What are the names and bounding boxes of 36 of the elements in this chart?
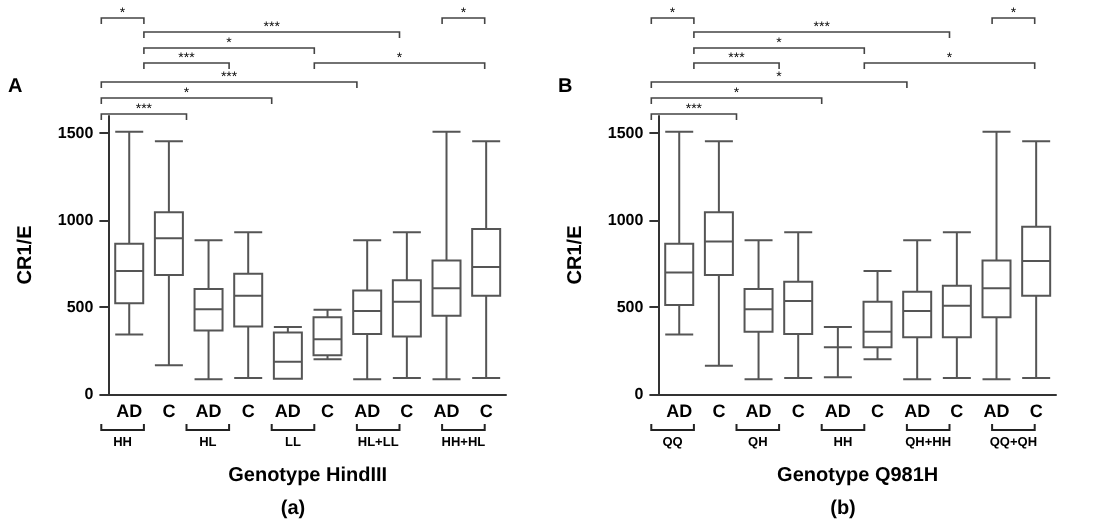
x-tick-label: C [712,401,727,421]
x-tick-label: C [400,401,415,421]
x-axis-title: Genotype HindIII [228,465,388,487]
x-tick-label: AD [904,401,932,421]
x-tick-label: AD [274,401,302,421]
x-tick-label: AD [354,401,382,421]
x-tick-label: AD [666,401,694,421]
text: (a) [280,498,306,520]
x-tick-label: C [241,401,256,421]
y-tick-label: 500 [66,298,95,317]
y-tick-label: 1000 [57,211,95,230]
y-tick-label: 1000 [607,211,645,230]
x-tick-label: AD [195,401,223,421]
y-axis-title: CR1/E [565,224,587,285]
y-axis-title: CR1/E [15,224,37,285]
y-tick-label: 0 [634,385,645,403]
x-tick-label: C [950,401,965,421]
x-tick-label: AD [824,401,852,421]
x-tick-label: C [1029,401,1044,421]
y-tick-label: 1500 [57,124,95,143]
x-tick-label: AD [745,401,773,421]
y-tick-label: 0 [84,385,95,403]
x-tick-label: C [162,401,177,421]
x-tick-label: AD [983,401,1011,421]
text: B [558,76,573,98]
text: A [8,76,23,98]
x-tick-label: C [321,401,336,421]
x-tick-label: C [479,401,494,421]
y-tick-label: 1500 [607,124,645,143]
y-tick-label: 500 [616,298,645,317]
x-tick-label: C [791,401,806,421]
text: (b) [830,498,856,520]
x-tick-label: AD [116,401,144,421]
x-tick-label: AD [433,401,461,421]
x-axis-title: Genotype Q981H [777,465,939,487]
x-tick-label: C [871,401,886,421]
